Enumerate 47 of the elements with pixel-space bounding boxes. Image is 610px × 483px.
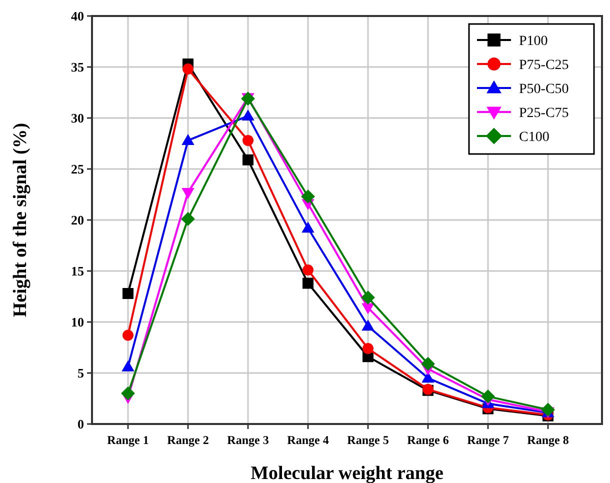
y-tick-label: 30 [71,110,84,126]
x-tick-label: Range 4 [287,433,329,447]
legend-label: P100 [519,34,548,49]
point [481,390,495,404]
y-axis-title: Height of the signal (%) [10,122,31,318]
point [422,372,434,383]
y-tick-label: 0 [78,416,84,432]
y-tick-label: 5 [78,366,84,381]
legend-label: C100 [519,130,550,145]
x-axis-title: Molecular weight range [250,463,444,483]
point [182,188,194,198]
point [122,288,134,299]
x-tick-label: Range 6 [407,433,449,447]
x-tick-label: Range 1 [107,433,149,447]
point [122,330,134,341]
legend-label: P75-C25 [519,58,569,73]
x-tick-label: Range 5 [347,433,389,447]
point [242,154,254,166]
point [302,222,314,233]
y-tick-label: 40 [71,8,84,24]
point [181,212,195,226]
legend-label: P50-C50 [519,82,569,97]
point [361,290,375,304]
legend-label: P25-C75 [519,106,569,121]
y-tick-label: 20 [71,212,84,228]
x-tick-label: Range 2 [167,433,209,447]
point [302,278,314,289]
point [242,110,254,120]
x-tick-label: Range 7 [467,433,509,447]
y-tick-label: 25 [71,162,84,177]
point [242,134,254,146]
point [301,190,315,204]
point [362,303,374,314]
y-tick-label: 15 [71,264,84,279]
y-tick-label: 35 [71,60,84,75]
y-tick-label: 10 [71,314,84,330]
x-tick-label: Range 8 [527,433,569,447]
point [122,360,134,372]
point [182,134,194,145]
x-tick-label: Range 3 [227,433,269,447]
point [121,386,135,400]
point [362,343,374,354]
point [541,402,555,416]
point [182,64,194,75]
point [302,264,314,276]
point [362,320,374,331]
point [421,357,435,371]
